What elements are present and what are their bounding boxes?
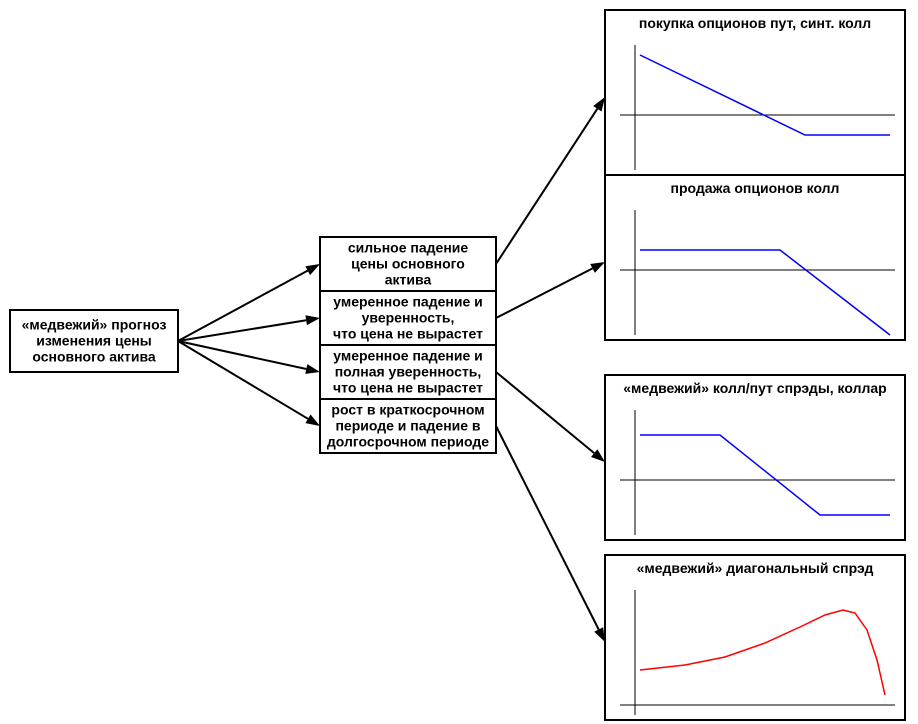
connector-line	[496, 372, 594, 453]
arrowhead-icon	[305, 315, 320, 325]
arrowhead-icon	[594, 627, 605, 642]
mid-box-m3-label: умеренное падение и	[333, 348, 482, 364]
root-box-label: «медвежий» прогноз	[22, 317, 167, 333]
chart-c1	[605, 10, 905, 175]
arrowhead-icon	[305, 415, 320, 426]
mid-box-m1-label: цены основного	[351, 256, 465, 272]
chart-c2	[605, 175, 905, 340]
arrowhead-icon	[305, 264, 320, 275]
mid-box-m1-label: актива	[385, 272, 432, 288]
mid-box-m3-label: полная уверенность,	[335, 364, 482, 380]
connector-line	[496, 268, 593, 318]
chart-c2-title: продажа опционов колл	[671, 180, 840, 196]
diagram-canvas: «медвежий» прогнозизменения ценыосновног…	[0, 0, 918, 724]
arrowhead-icon	[593, 97, 605, 111]
chart-c3-title: «медвежий» колл/пут спрэды, коллар	[623, 380, 886, 396]
mid-box-m4-label: периоде и падение в	[335, 418, 480, 434]
mid-box-m4-label: рост в краткосрочном	[331, 402, 484, 418]
mid-box-m1-label: сильное падение	[348, 240, 469, 256]
connector-line	[178, 341, 306, 369]
mid-box-m4-label: долгосрочном периоде	[327, 434, 489, 450]
connector-line	[496, 109, 597, 264]
root-box-label: изменения цены	[36, 333, 152, 349]
chart-c4-title: «медвежий» диагональный спрэд	[637, 560, 874, 576]
arrowhead-icon	[305, 364, 320, 374]
chart-c1-title: покупка опционов пут, синт. колл	[639, 15, 871, 31]
chart-c4	[605, 555, 905, 720]
mid-box-m3-label: что цена не вырастет	[333, 380, 483, 396]
mid-box-m2-label: умеренное падение и	[333, 294, 482, 310]
connector-line	[178, 341, 308, 419]
arrowhead-icon	[590, 262, 605, 273]
root-box-label: основного актива	[32, 349, 156, 365]
mid-box-m2-label: уверенность,	[362, 310, 455, 326]
mid-box-m2-label: что цена не вырастет	[333, 326, 483, 342]
connector-line	[496, 426, 599, 630]
